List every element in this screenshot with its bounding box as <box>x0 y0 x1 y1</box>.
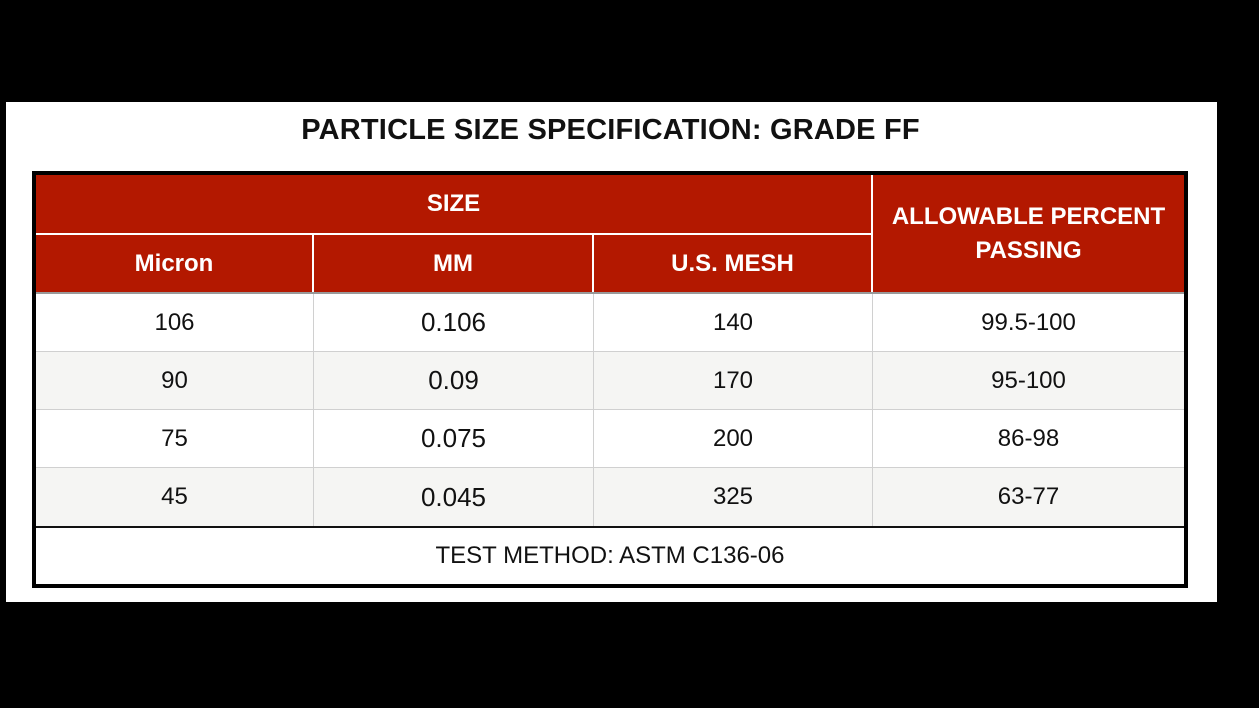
cell-mesh: 170 <box>594 352 873 410</box>
header-size-group: SIZE <box>36 175 873 235</box>
cell-mm: 0.106 <box>314 294 594 352</box>
cell-mm: 0.045 <box>314 468 594 526</box>
cell-mm: 0.075 <box>314 410 594 468</box>
header-micron: Micron <box>36 235 314 292</box>
cell-mm: 0.09 <box>314 352 594 410</box>
cell-micron: 106 <box>36 294 314 352</box>
cell-micron: 75 <box>36 410 314 468</box>
cell-mesh: 325 <box>594 468 873 526</box>
cell-passing: 95-100 <box>873 352 1184 410</box>
header-us-mesh: U.S. MESH <box>594 235 873 292</box>
page-title: PARTICLE SIZE SPECIFICATION: GRADE FF <box>301 114 920 146</box>
cell-passing: 99.5-100 <box>873 294 1184 352</box>
header-divider <box>36 292 1184 294</box>
cell-micron: 90 <box>36 352 314 410</box>
test-method-footer: TEST METHOD: ASTM C136-06 <box>36 526 1184 584</box>
cell-passing: 86-98 <box>873 410 1184 468</box>
spec-table: SIZE ALLOWABLE PERCENT PASSING Micron MM… <box>32 171 1188 588</box>
cell-micron: 45 <box>36 468 314 526</box>
header-mm: MM <box>314 235 594 292</box>
header-allowable-percent-passing: ALLOWABLE PERCENT PASSING <box>873 175 1184 292</box>
cell-mesh: 140 <box>594 294 873 352</box>
cell-passing: 63-77 <box>873 468 1184 526</box>
cell-mesh: 200 <box>594 410 873 468</box>
